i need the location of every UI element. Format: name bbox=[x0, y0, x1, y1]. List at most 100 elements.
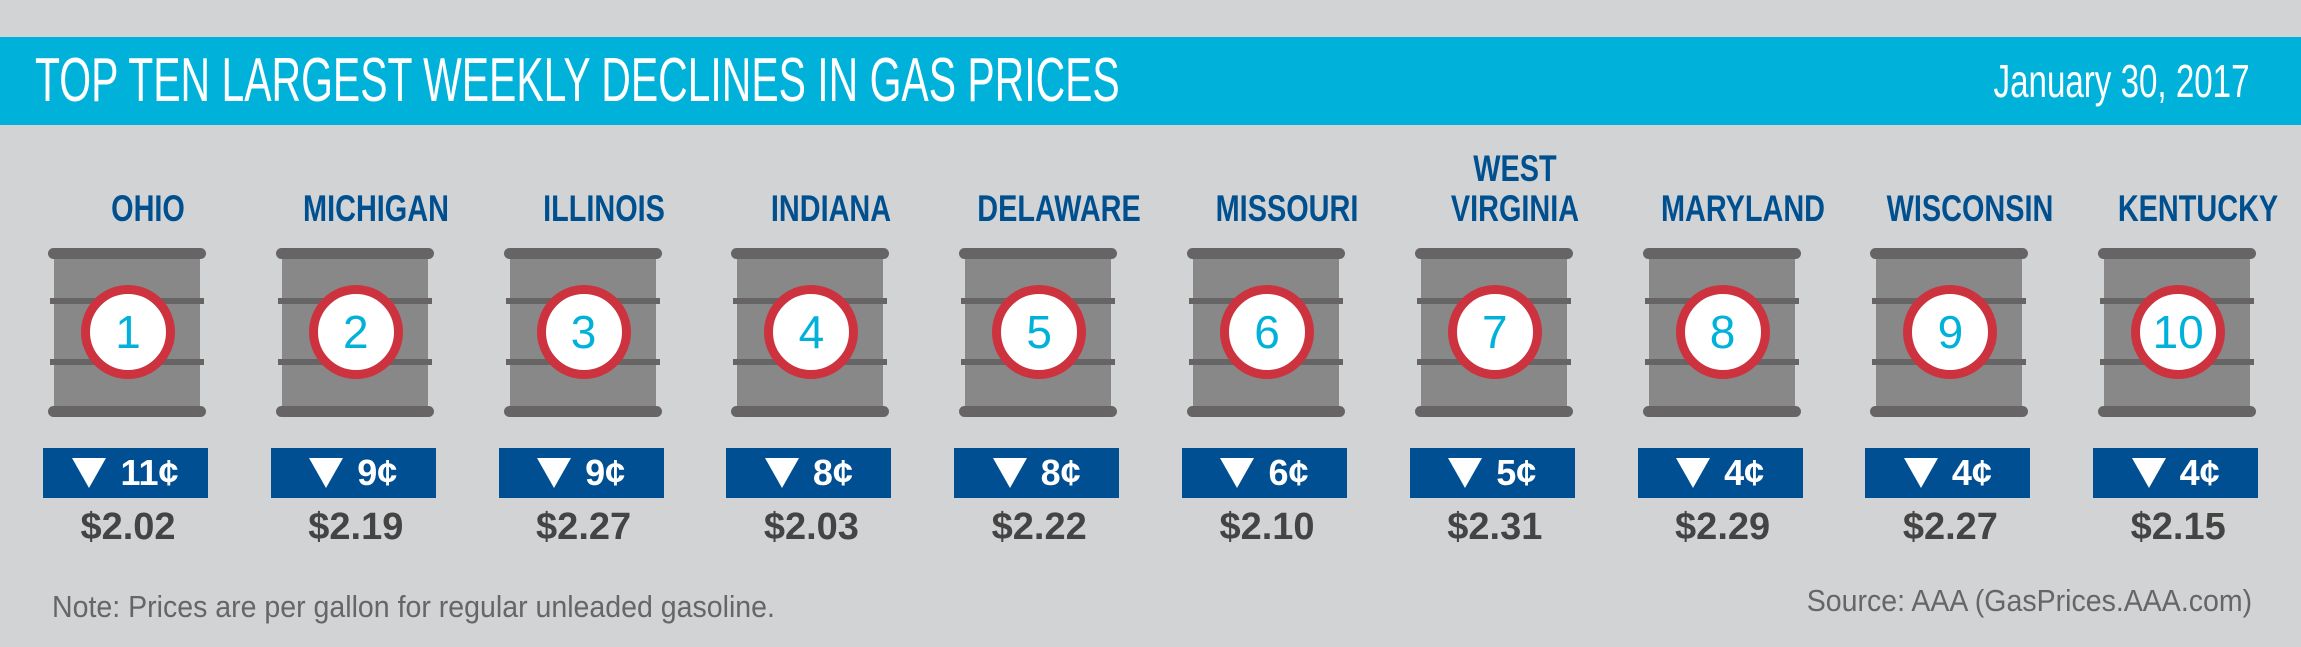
page-title: TOP TEN LARGEST WEEKLY DECLINES IN GAS P… bbox=[35, 46, 1120, 115]
report-date: January 30, 2017 bbox=[1993, 55, 2249, 107]
barrel-bottom-rim bbox=[2098, 406, 2257, 417]
oil-barrel-icon: 6 bbox=[1187, 248, 1345, 417]
source-credit: Source: AAA (GasPrices.AAA.com) bbox=[1806, 583, 2252, 618]
barrel-bottom-rim bbox=[503, 406, 662, 417]
oil-barrel-icon: 5 bbox=[959, 248, 1118, 417]
average-price: $2.15 bbox=[2130, 506, 2226, 548]
decline-badge: 9¢ bbox=[270, 448, 436, 498]
down-triangle-icon bbox=[1220, 458, 1255, 488]
state-card: WISCONSIN 9 4¢ $2.27 bbox=[1865, 130, 2070, 550]
oil-barrel-icon: 9 bbox=[1870, 248, 2029, 417]
barrel-top-rim bbox=[2098, 248, 2257, 259]
state-card: INDIANA 4 8¢ $2.03 bbox=[726, 130, 931, 550]
oil-barrel-icon: 2 bbox=[275, 248, 434, 417]
state-name: MISSOURI bbox=[1215, 188, 1359, 229]
oil-barrel-icon: 7 bbox=[1414, 248, 1573, 417]
down-triangle-icon bbox=[1448, 458, 1483, 488]
state-card: KENTUCKY 10 4¢ $2.15 bbox=[2093, 130, 2298, 550]
barrel-bottom-rim bbox=[1187, 406, 1345, 417]
average-price: $2.02 bbox=[80, 506, 176, 548]
rank-badge: 6 bbox=[1220, 285, 1314, 379]
decline-badge: 5¢ bbox=[1409, 448, 1575, 498]
barrel-top-rim bbox=[48, 248, 206, 259]
average-price: $2.27 bbox=[1902, 506, 1998, 548]
barrel-top-rim bbox=[1642, 248, 1801, 259]
barrel-bottom-rim bbox=[1642, 406, 1801, 417]
state-name: WEST VIRGINIA bbox=[1450, 148, 1579, 229]
state-card: MARYLAND 8 4¢ $2.29 bbox=[1637, 130, 1843, 550]
down-triangle-icon bbox=[1676, 458, 1711, 488]
oil-barrel-icon: 10 bbox=[2098, 248, 2257, 417]
decline-badge: 8¢ bbox=[726, 448, 892, 498]
decline-amount: 11¢ bbox=[120, 452, 179, 493]
state-name: MICHIGAN bbox=[302, 188, 449, 229]
down-triangle-icon bbox=[992, 458, 1027, 488]
state-card: MICHIGAN 2 9¢ $2.19 bbox=[270, 130, 476, 550]
rank-badge: 1 bbox=[81, 285, 175, 379]
rank-badge: 9 bbox=[1903, 285, 1998, 379]
average-price: $2.03 bbox=[763, 506, 859, 548]
decline-amount: 8¢ bbox=[1040, 452, 1081, 493]
rank-badge: 8 bbox=[1675, 285, 1770, 379]
barrel-bottom-rim bbox=[48, 406, 206, 417]
state-card: DELAWARE 5 8¢ $2.22 bbox=[954, 130, 1159, 550]
decline-badge: 4¢ bbox=[2093, 448, 2259, 498]
decline-amount: 6¢ bbox=[1268, 452, 1309, 493]
state-card: OHIO 1 11¢ $2.02 bbox=[43, 130, 248, 550]
decline-badge: 11¢ bbox=[43, 448, 208, 498]
barrel-bottom-rim bbox=[275, 406, 434, 417]
barrel-top-rim bbox=[1414, 248, 1573, 259]
decline-amount: 9¢ bbox=[585, 452, 626, 493]
barrel-bottom-rim bbox=[959, 406, 1118, 417]
oil-barrel-icon: 1 bbox=[48, 248, 206, 417]
decline-amount: 4¢ bbox=[1724, 452, 1765, 493]
down-triangle-icon bbox=[2131, 458, 2166, 488]
state-name: KENTUCKY bbox=[2118, 188, 2279, 229]
barrel-top-rim bbox=[731, 248, 890, 259]
barrel-top-rim bbox=[1870, 248, 2029, 259]
down-triangle-icon bbox=[309, 458, 344, 488]
decline-badge: 9¢ bbox=[498, 448, 664, 498]
decline-amount: 8¢ bbox=[812, 452, 853, 493]
state-card: MISSOURI 6 6¢ $2.10 bbox=[1182, 130, 1387, 550]
average-price: $2.19 bbox=[308, 506, 404, 548]
barrel-bottom-rim bbox=[1870, 406, 2029, 417]
average-price: $2.31 bbox=[1447, 506, 1543, 548]
state-card: ILLINOIS 3 9¢ $2.27 bbox=[498, 130, 704, 550]
decline-amount: 4¢ bbox=[1951, 452, 1992, 493]
state-name: WISCONSIN bbox=[1887, 188, 2054, 229]
decline-amount: 9¢ bbox=[357, 452, 398, 493]
state-card: WEST VIRGINIA 7 5¢ $2.31 bbox=[1409, 130, 1615, 550]
rank-badge: 4 bbox=[764, 285, 859, 379]
decline-badge: 4¢ bbox=[1865, 448, 2031, 498]
average-price: $2.29 bbox=[1675, 506, 1771, 548]
state-name: MARYLAND bbox=[1660, 188, 1825, 229]
oil-barrel-icon: 4 bbox=[731, 248, 890, 417]
barrel-top-rim bbox=[275, 248, 434, 259]
barrel-bottom-rim bbox=[1414, 406, 1573, 417]
state-name: DELAWARE bbox=[977, 188, 1141, 229]
down-triangle-icon bbox=[72, 458, 107, 488]
rank-badge: 10 bbox=[2131, 285, 2226, 379]
rank-badge: 2 bbox=[308, 285, 403, 379]
decline-amount: 5¢ bbox=[1496, 452, 1537, 493]
rank-badge: 5 bbox=[992, 285, 1087, 379]
down-triangle-icon bbox=[764, 458, 799, 488]
state-name: OHIO bbox=[111, 188, 185, 229]
barrel-bottom-rim bbox=[731, 406, 890, 417]
rank-badge: 3 bbox=[536, 285, 631, 379]
barrel-top-rim bbox=[1187, 248, 1345, 259]
average-price: $2.27 bbox=[536, 506, 632, 548]
decline-amount: 4¢ bbox=[2179, 452, 2220, 493]
barrel-top-rim bbox=[503, 248, 662, 259]
footnote: Note: Prices are per gallon for regular … bbox=[52, 589, 775, 624]
down-triangle-icon bbox=[1903, 458, 1938, 488]
average-price: $2.10 bbox=[1219, 506, 1315, 548]
decline-badge: 4¢ bbox=[1637, 448, 1803, 498]
decline-badge: 6¢ bbox=[1182, 448, 1347, 498]
down-triangle-icon bbox=[537, 458, 572, 488]
oil-barrel-icon: 3 bbox=[503, 248, 662, 417]
state-name: INDIANA bbox=[771, 188, 892, 229]
average-price: $2.22 bbox=[991, 506, 1087, 548]
oil-barrel-icon: 8 bbox=[1642, 248, 1801, 417]
